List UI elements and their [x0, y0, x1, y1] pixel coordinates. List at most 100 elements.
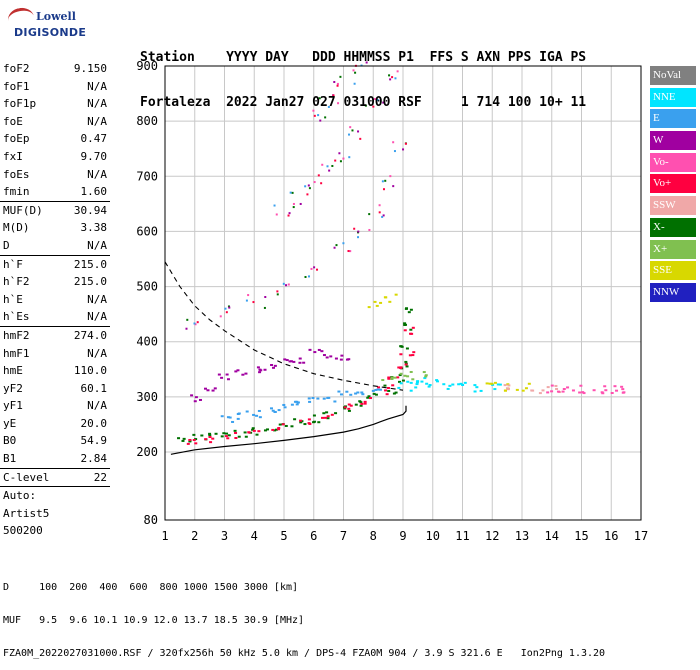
- param-value: 3.38: [80, 221, 108, 235]
- echo-trace-mark: [288, 212, 291, 215]
- echo-trace-mark: [313, 266, 316, 269]
- param-row-yF2: yF2 60.1: [0, 380, 110, 398]
- digisonde-logo: Lowell DIGISONDE: [6, 5, 86, 46]
- data-point-w: [340, 354, 344, 357]
- data-point-x: [393, 376, 397, 379]
- data-point-e: [257, 409, 261, 412]
- data-point-vo: [377, 386, 381, 389]
- echo-trace-mark: [318, 97, 321, 100]
- legend-item-noval: NoVal: [650, 66, 696, 85]
- data-point-e: [308, 400, 312, 403]
- data-point-vo: [247, 431, 251, 434]
- data-point-nne: [446, 387, 450, 390]
- data-point-w: [211, 389, 215, 392]
- param-row-Clevel: C-level 22: [0, 469, 110, 487]
- data-point-sse: [379, 301, 383, 304]
- data-point-x: [387, 389, 391, 392]
- echo-trace-mark: [307, 184, 310, 187]
- echo-trace-mark: [382, 188, 385, 191]
- footer-file-info: FZA0M_2022027031000.RSF / 320fx256h 50 k…: [3, 648, 606, 659]
- param-value: N/A: [87, 399, 107, 413]
- data-point-w: [258, 368, 262, 371]
- data-point-vo: [550, 384, 554, 387]
- data-point-w: [225, 373, 229, 376]
- y-tick-label: 800: [136, 114, 158, 128]
- param-row-MD: M(D) 3.38: [0, 219, 110, 237]
- data-point-w: [320, 350, 324, 353]
- echo-trace-mark: [353, 227, 356, 230]
- echo-trace-mark: [392, 141, 395, 144]
- data-point-x: [200, 434, 204, 437]
- data-point-x: [251, 428, 255, 431]
- legend-item-nne: NNE: [650, 87, 696, 107]
- param-key: h`F: [3, 257, 23, 271]
- param-row-foF2: foF2 9.150: [0, 60, 110, 78]
- data-point-vo: [343, 406, 347, 409]
- data-point-vo: [360, 402, 364, 405]
- data-point-w: [234, 370, 238, 373]
- data-point-x: [404, 360, 408, 363]
- data-point-vo: [387, 377, 391, 380]
- data-point-x: [390, 376, 394, 379]
- data-point-sse: [394, 293, 398, 296]
- data-point-x: [347, 409, 351, 412]
- footer-info: D 100 200 400 600 800 1000 1500 3000 [km…: [3, 560, 605, 670]
- data-point-sse: [521, 389, 525, 392]
- data-point-e: [228, 416, 232, 419]
- echo-trace-mark: [394, 77, 397, 80]
- param-row-fmin: fmin 1.60: [0, 183, 110, 201]
- echo-trace-mark: [310, 267, 313, 270]
- param-key: B0: [3, 434, 17, 448]
- data-point-e: [293, 400, 297, 403]
- data-point-e: [311, 397, 315, 400]
- echo-trace-mark: [404, 142, 407, 145]
- echo-trace-mark: [331, 164, 334, 167]
- header-values: Fortaleza 2022 Jan27 027 031000 RSF 1 71…: [140, 95, 587, 110]
- autoscale-info: 500200: [0, 522, 110, 540]
- data-point-vo: [257, 430, 261, 433]
- data-point-vo: [194, 442, 198, 445]
- echo-trace-mark: [357, 230, 360, 233]
- echo-trace-mark: [282, 282, 285, 285]
- echo-trace-mark: [389, 175, 392, 178]
- echo-trace-mark: [391, 76, 394, 79]
- data-point-x: [251, 427, 255, 430]
- echo-trace-mark: [304, 185, 307, 188]
- param-row-B0: B0 54.9: [0, 432, 110, 450]
- data-point-w: [329, 355, 333, 358]
- data-point-nne: [491, 383, 495, 386]
- data-point-x: [422, 371, 426, 374]
- echo-trace-mark: [389, 78, 392, 81]
- data-point-x: [358, 400, 362, 403]
- data-point-nne: [448, 384, 452, 387]
- data-point-vo: [321, 416, 325, 419]
- echo-trace-mark: [342, 242, 345, 245]
- data-point-vo: [386, 386, 390, 389]
- data-point-nne: [457, 383, 461, 386]
- echo-trace-mark: [382, 214, 385, 217]
- param-key: MUF(D): [3, 203, 43, 217]
- data-point-sse: [367, 306, 371, 309]
- data-point-e: [252, 413, 256, 416]
- data-point-vo: [211, 437, 215, 440]
- data-point-e: [296, 401, 300, 404]
- data-point-vo: [571, 389, 575, 392]
- echo-trace-mark: [372, 105, 375, 108]
- param-key: foF2: [3, 62, 30, 75]
- legend-item-vo-: Vo+: [650, 174, 696, 194]
- echo-trace-mark: [319, 119, 322, 122]
- data-point-x: [392, 392, 396, 395]
- data-point-vo: [324, 416, 328, 419]
- data-point-sse: [515, 388, 519, 391]
- x-tick-label: 11: [455, 529, 469, 543]
- data-point-x: [359, 404, 363, 407]
- data-point-x: [424, 374, 428, 377]
- echo-trace-mark: [373, 97, 376, 100]
- data-point-nne: [442, 383, 446, 386]
- echo-trace-mark: [185, 327, 188, 330]
- param-row-D: D N/A: [0, 237, 110, 255]
- data-point-nne: [461, 383, 465, 386]
- param-row-yF1: yF1 N/A: [0, 397, 110, 415]
- data-point-e: [236, 417, 240, 420]
- x-tick-label: 3: [221, 529, 228, 543]
